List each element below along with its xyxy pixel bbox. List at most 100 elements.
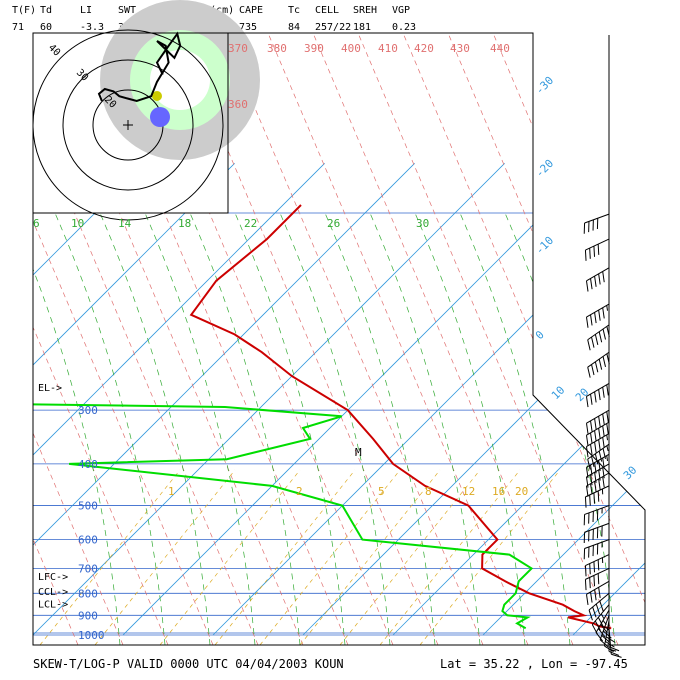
isotherm-line <box>33 163 235 636</box>
isotherm-line <box>33 163 145 636</box>
mixing-ratio-label: 12 <box>462 485 475 498</box>
dry-adiabat-line <box>33 33 34 645</box>
isotherm-line <box>33 163 55 636</box>
mixing-ratio-line <box>39 469 181 645</box>
temperature-profile <box>189 204 612 630</box>
isotherm-label: -10 <box>533 234 556 257</box>
dry-adiabat-label: 440 <box>490 42 510 55</box>
hodograph-trace <box>97 31 182 103</box>
header-value: 84 <box>288 22 300 33</box>
dry-adiabat-line <box>33 33 169 645</box>
pressure-label: 700 <box>78 562 98 575</box>
mixing-ratio-label: 20 <box>515 485 528 498</box>
dry-adiabat-line <box>312 33 574 645</box>
dry-adiabat-line <box>33 33 79 645</box>
wind-barb <box>585 580 610 606</box>
dry-adiabat-line <box>673 33 680 645</box>
header-label: CELL <box>315 5 339 16</box>
isotherm-line <box>33 163 505 636</box>
moist-adiabat-line <box>99 212 211 645</box>
header-label: CAPE <box>239 5 263 16</box>
header-label: SREH <box>353 5 377 16</box>
hodo-ring <box>62 59 194 191</box>
level-marker: LCL-> <box>38 600 68 611</box>
wind-barb <box>585 267 610 292</box>
dewpoint-profile <box>33 402 534 630</box>
hodo-inner <box>150 50 210 110</box>
dry-adiabat-line <box>33 33 259 645</box>
wind-barb <box>595 609 610 642</box>
header-value: 735 <box>239 22 257 33</box>
mixing-ratio-label: 16 <box>492 485 505 498</box>
moist-adiabat-line <box>144 212 256 645</box>
dry-adiabat-label: 360 <box>228 98 248 111</box>
wind-barbs <box>583 213 622 658</box>
footer-right: Lat = 35.22 , Lon = -97.45 <box>440 657 628 671</box>
mixing-ratio-line <box>214 469 356 645</box>
wind-barb <box>588 592 610 621</box>
wind-barb <box>585 472 610 497</box>
header-label: Tc <box>288 5 300 16</box>
header-value: -3.3 <box>80 22 104 33</box>
level-marker: CCL-> <box>38 587 68 598</box>
header-value: 71 <box>12 22 24 33</box>
dry-adiabat-line <box>33 33 124 645</box>
wind-barb <box>591 604 610 635</box>
moist-adiabat-line <box>369 212 481 645</box>
isotherm-line <box>122 163 595 636</box>
dry-adiabat-line <box>42 33 304 645</box>
pressure-label: 300 <box>78 404 98 417</box>
header-label: LI <box>80 5 92 16</box>
isotherm-label: 30 <box>621 464 640 483</box>
wind-barb <box>583 213 610 234</box>
wind-barb <box>587 443 610 470</box>
wind-barb <box>585 463 610 488</box>
header-value: 0.23 <box>392 22 416 33</box>
dry-adiabat-line <box>627 33 645 645</box>
moist-adiabat-line <box>279 212 391 645</box>
dry-adiabat-line <box>33 33 214 645</box>
mixing-ratio-line <box>299 469 441 645</box>
header-value: 257/22 <box>315 22 351 33</box>
isotherm-line <box>302 163 645 636</box>
level-marker: EL-> <box>38 383 62 394</box>
mixing-ratio-label: 1 <box>168 485 175 498</box>
header-value: 181 <box>353 22 371 33</box>
dry-adiabat-line <box>402 33 645 645</box>
theta-e-label: 18 <box>178 217 191 230</box>
plot-frame <box>32 32 646 646</box>
footer-left: SKEW-T/LOG-P VALID 0000 UTC 04/04/2003 K… <box>33 657 344 671</box>
isotherm-line <box>212 163 645 636</box>
mixing-ratio-line <box>379 469 521 645</box>
wind-barb <box>585 409 610 434</box>
dry-adiabat-line <box>357 33 619 645</box>
mixing-ratio-line <box>419 469 561 645</box>
mixing-ratio-line <box>159 469 301 645</box>
isotherm-line <box>482 163 645 636</box>
moist-adiabat-line <box>324 212 436 645</box>
wind-barb <box>584 238 610 261</box>
pressure-label: 600 <box>78 534 98 547</box>
pressure-label: 500 <box>78 500 98 513</box>
mixing-ratio-line <box>259 469 401 645</box>
moist-adiabat-line <box>414 212 526 645</box>
theta-e-label: 10 <box>71 217 84 230</box>
header-label: T(F) <box>12 5 36 16</box>
dry-adiabat-label: 400 <box>341 42 361 55</box>
theta-e-label: 14 <box>118 217 132 230</box>
header-label: SWT <box>118 5 136 16</box>
wind-barb <box>585 303 610 328</box>
dry-adiabat-label: 410 <box>378 42 398 55</box>
mixing-ratio-line <box>339 469 481 645</box>
wind-barb <box>584 567 610 591</box>
storm-motion-yellow <box>152 91 162 101</box>
dry-adiabat-label: 380 <box>267 42 287 55</box>
level-marker: LFC-> <box>38 572 68 583</box>
theta-e-label: 26 <box>327 217 340 230</box>
storm-motion-blue <box>150 107 170 127</box>
dry-adiabat-line <box>222 33 484 645</box>
wind-barb <box>583 505 610 526</box>
